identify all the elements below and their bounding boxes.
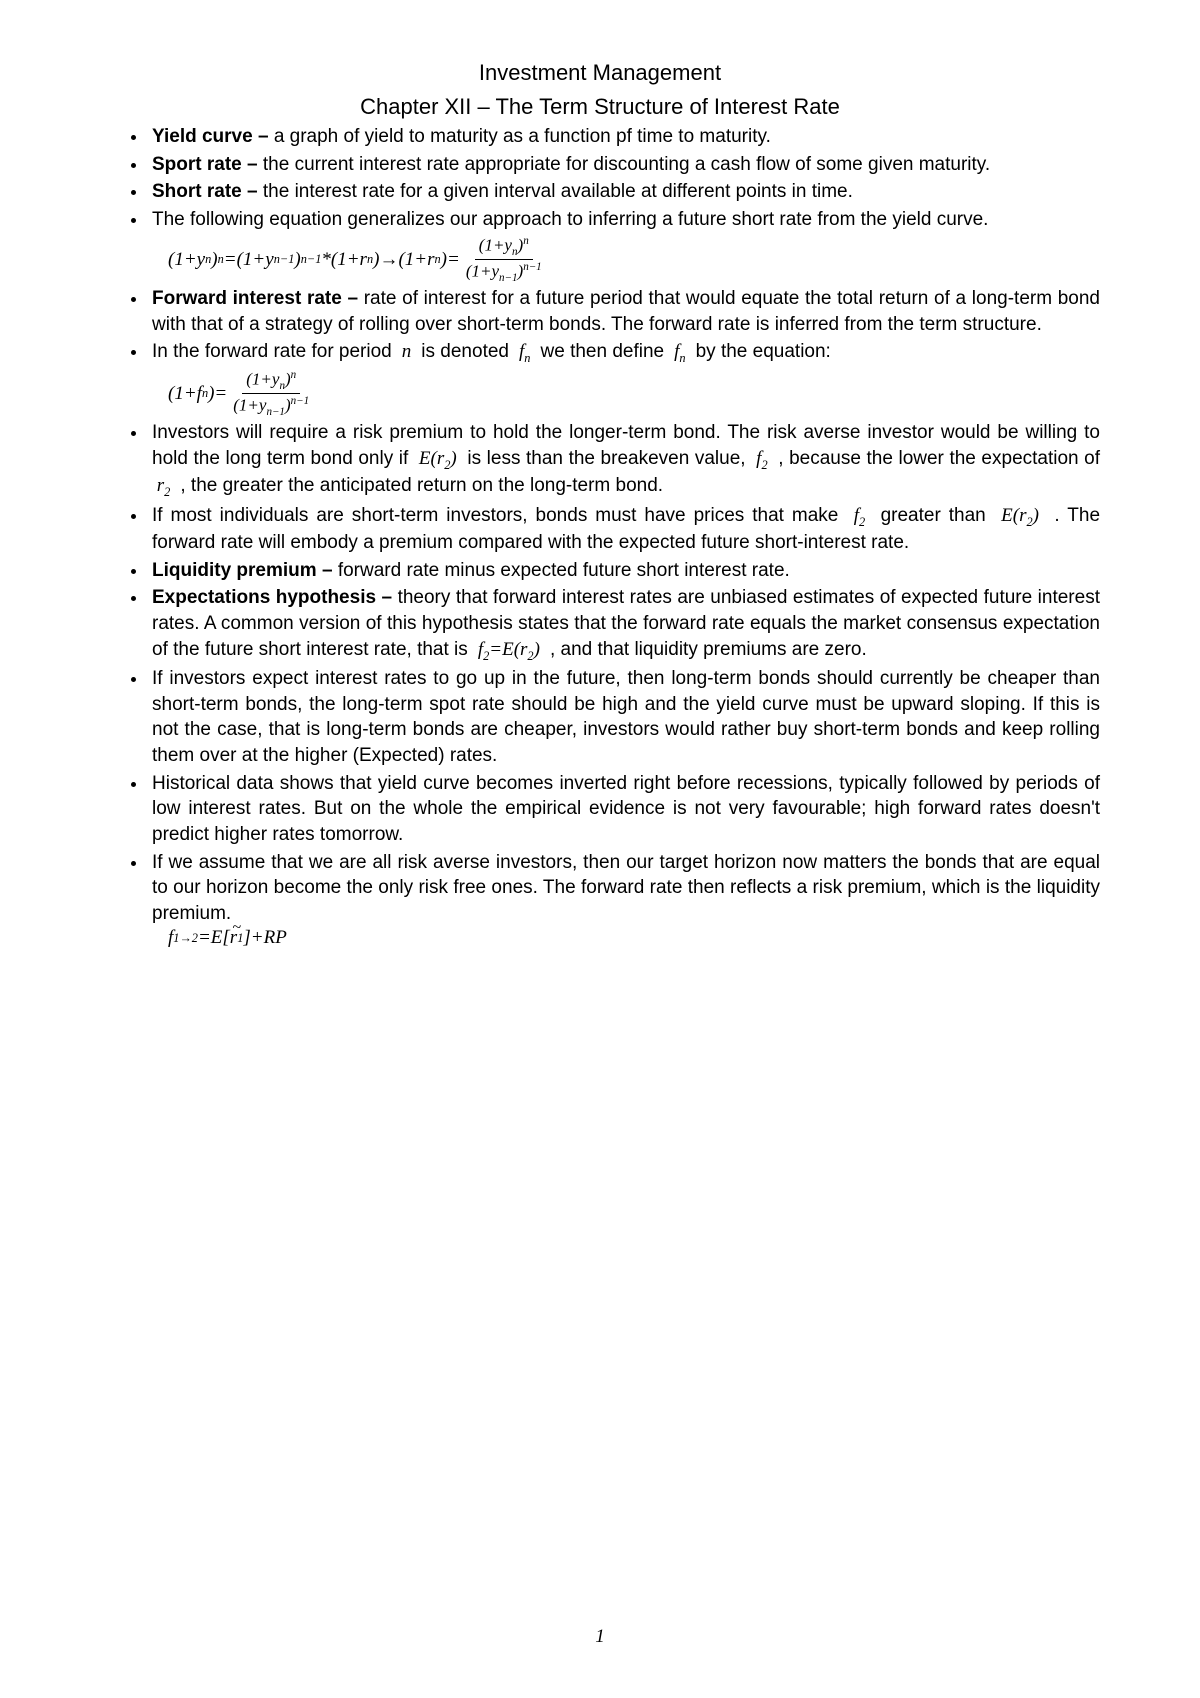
- bullet-list: Yield curve – a graph of yield to maturi…: [100, 124, 1100, 947]
- body-text: , and that liquidity premiums are zero.: [550, 639, 867, 660]
- body-text: the interest rate for a given interval a…: [263, 181, 853, 202]
- list-item: Liquidity premium – forward rate minus e…: [148, 558, 1100, 584]
- term: Forward interest rate –: [152, 288, 364, 309]
- list-item: Forward interest rate – rate of interest…: [148, 286, 1100, 337]
- chapter-title: Chapter XII – The Term Structure of Inte…: [100, 94, 1100, 120]
- term: Yield curve –: [152, 126, 274, 147]
- equation-3: f1→2=E[r1]+RP: [152, 928, 1100, 947]
- list-item: If investors expect interest rates to go…: [148, 666, 1100, 769]
- body-text: by the equation:: [696, 341, 831, 362]
- body-text: we then define: [541, 341, 670, 362]
- body-text: is denoted: [421, 341, 514, 362]
- body-text: If we assume that we are all risk averse…: [152, 852, 1100, 924]
- list-item: If we assume that we are all risk averse…: [148, 850, 1100, 948]
- term: Short rate –: [152, 181, 263, 202]
- equation-2: (1+fn)= (1+yn)n (1+yn−1)n−1: [152, 369, 1100, 418]
- term: Expectations hypothesis –: [152, 587, 398, 608]
- body-text: If investors expect interest rates to go…: [152, 668, 1100, 766]
- term: Sport rate –: [152, 154, 263, 175]
- body-text: forward rate minus expected future short…: [338, 560, 790, 581]
- page-number: 1: [0, 1626, 1200, 1648]
- list-item: Yield curve – a graph of yield to maturi…: [148, 124, 1100, 150]
- body-text: , the greater the anticipated return on …: [180, 475, 663, 496]
- body-text: is less than the breakeven value,: [467, 448, 751, 469]
- list-item: Expectations hypothesis – theory that fo…: [148, 585, 1100, 664]
- body-text: greater than: [881, 505, 994, 526]
- body-text: , because the lower the expectation of: [778, 448, 1100, 469]
- body-text: The following equation generalizes our a…: [152, 209, 988, 230]
- list-item: Sport rate – the current interest rate a…: [148, 152, 1100, 178]
- body-text: a graph of yield to maturity as a functi…: [274, 126, 771, 147]
- body-text: If most individuals are short-term inves…: [152, 505, 846, 526]
- body-text: Historical data shows that yield curve b…: [152, 773, 1100, 845]
- term: Liquidity premium –: [152, 560, 338, 581]
- equation-1: (1+yn)n = (1+yn−1)n−1 * (1+rn) → (1+rn)=…: [152, 235, 1100, 284]
- list-item: In the forward rate for period n is deno…: [148, 339, 1100, 418]
- list-item: Investors will require a risk premium to…: [148, 420, 1100, 501]
- body-text: the current interest rate appropriate fo…: [263, 154, 990, 175]
- document-title: Investment Management: [100, 60, 1100, 86]
- list-item: Historical data shows that yield curve b…: [148, 771, 1100, 848]
- list-item: The following equation generalizes our a…: [148, 207, 1100, 284]
- list-item: If most individuals are short-term inves…: [148, 503, 1100, 556]
- list-item: Short rate – the interest rate for a giv…: [148, 179, 1100, 205]
- body-text: In the forward rate for period: [152, 341, 397, 362]
